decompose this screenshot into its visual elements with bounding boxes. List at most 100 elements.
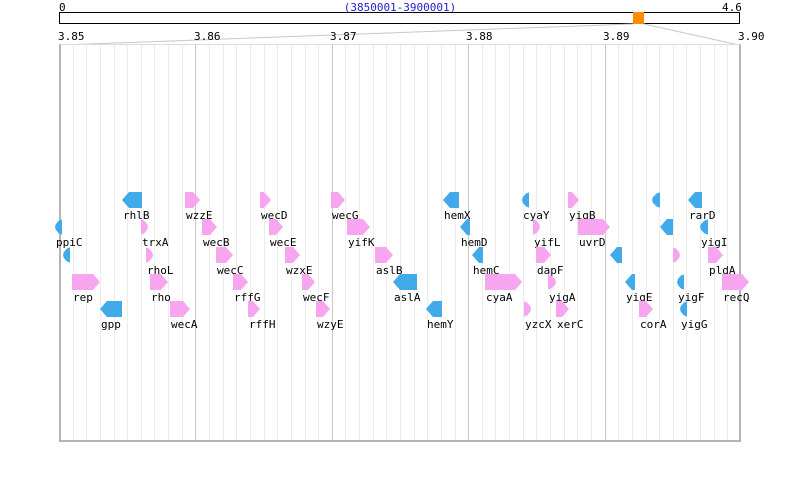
gene-arrow-yigE[interactable]: [625, 274, 635, 290]
gene-arrow-rho[interactable]: [150, 274, 168, 290]
axis-tick-label: 3.86: [194, 30, 221, 43]
gene-arrow-hemY[interactable]: [426, 301, 442, 317]
gene-label: wecD: [261, 209, 288, 222]
gene-label: wzzE: [186, 209, 213, 222]
gene-arrow-ppiC[interactable]: [55, 219, 62, 235]
gridline-major: [605, 45, 606, 440]
gene-label: rffG: [234, 291, 261, 304]
gene-label: wecF: [303, 291, 330, 304]
gene-label: yigA: [549, 291, 576, 304]
gridline-minor: [305, 45, 306, 440]
gene-label: rhlB: [123, 209, 150, 222]
gridline-minor: [673, 45, 674, 440]
gene-arrow-yifK[interactable]: [347, 219, 370, 235]
gene-label: yigB: [569, 209, 596, 222]
gene-arrow-unlabeled[interactable]: [63, 247, 70, 263]
gene-arrow-yigF[interactable]: [677, 274, 684, 290]
gene-arrow-wecD[interactable]: [260, 192, 271, 208]
axis-tick-label: 3.88: [466, 30, 493, 43]
gene-arrow-wecB[interactable]: [202, 219, 217, 235]
genome-overview-bar[interactable]: [59, 12, 740, 24]
gridline-minor: [73, 45, 74, 440]
gridline-minor: [659, 45, 660, 440]
gene-arrow-dapF[interactable]: [536, 247, 551, 263]
gridline-minor: [386, 45, 387, 440]
gene-arrow-yifL[interactable]: [533, 219, 540, 235]
gridline-minor: [373, 45, 374, 440]
gene-arrow-yigG[interactable]: [680, 301, 687, 317]
gene-arrow-rhlB[interactable]: [122, 192, 142, 208]
gene-label: wzyE: [317, 318, 344, 331]
gene-arrow-hemD[interactable]: [460, 219, 470, 235]
gene-arrow-hemC[interactable]: [472, 247, 483, 263]
gene-arrow-trxA[interactable]: [141, 219, 148, 235]
gene-arrow-aslB[interactable]: [375, 247, 393, 263]
gridline-minor: [209, 45, 210, 440]
gene-label: corA: [640, 318, 667, 331]
gridline-minor: [591, 45, 592, 440]
gene-label: hemC: [473, 264, 500, 277]
gridline-minor: [714, 45, 715, 440]
gene-arrow-pldA[interactable]: [708, 247, 723, 263]
gridline-minor: [495, 45, 496, 440]
gene-arrow-wecC[interactable]: [216, 247, 233, 263]
gene-arrow-unlabeled[interactable]: [652, 192, 660, 208]
gene-label: yzcX: [525, 318, 552, 331]
gene-arrow-corA[interactable]: [639, 301, 653, 317]
gene-label: wecC: [217, 264, 244, 277]
scale-end-label: 4.6: [722, 1, 742, 14]
gene-label: yigG: [681, 318, 708, 331]
gridline-minor: [646, 45, 647, 440]
gene-label: rho: [151, 291, 171, 304]
gridline-minor: [359, 45, 360, 440]
gene-arrow-wzxE[interactable]: [285, 247, 300, 263]
gene-label: hemY: [427, 318, 454, 331]
region-title-link[interactable]: (3850001-3900001): [343, 1, 457, 14]
gene-arrow-cyaA[interactable]: [485, 274, 522, 290]
gridline-minor: [564, 45, 565, 440]
gene-arrow-hemX[interactable]: [443, 192, 459, 208]
gene-arrow-aslA[interactable]: [393, 274, 417, 290]
connector-line-right: [643, 23, 740, 46]
gene-label: trxA: [142, 236, 169, 249]
gene-arrow-gpp[interactable]: [100, 301, 122, 317]
gridline-minor: [236, 45, 237, 440]
gene-arrow-yigB[interactable]: [568, 192, 579, 208]
gridline-minor: [345, 45, 346, 440]
gene-label: xerC: [557, 318, 584, 331]
gene-arrow-rffG[interactable]: [233, 274, 248, 290]
gridline-minor: [400, 45, 401, 440]
gene-label: wzxE: [286, 264, 313, 277]
gene-label: pldA: [709, 264, 736, 277]
gridline-minor: [727, 45, 728, 440]
gene-arrow-yigI[interactable]: [700, 219, 708, 235]
gene-label: rhoL: [147, 264, 174, 277]
gene-arrow-wecA[interactable]: [170, 301, 190, 317]
gridline-minor: [536, 45, 537, 440]
gene-label: rep: [73, 291, 93, 304]
gridline-minor: [264, 45, 265, 440]
gene-label: yifL: [534, 236, 561, 249]
gene-label: cyaY: [523, 209, 550, 222]
gene-arrow-wzzE[interactable]: [185, 192, 200, 208]
gene-arrow-unlabeled[interactable]: [673, 247, 680, 263]
gridline-minor: [168, 45, 169, 440]
gridline-minor: [427, 45, 428, 440]
gene-arrow-yzcX[interactable]: [524, 301, 531, 317]
gene-label: wecA: [171, 318, 198, 331]
gene-arrow-yigA[interactable]: [548, 274, 556, 290]
gene-arrow-uvrD[interactable]: [578, 219, 610, 235]
gene-arrow-wzyE[interactable]: [316, 301, 330, 317]
gene-arrow-rhoL[interactable]: [146, 247, 153, 263]
gene-arrow-wecG[interactable]: [331, 192, 345, 208]
gene-label: aslA: [394, 291, 421, 304]
region-marker[interactable]: [633, 12, 644, 24]
gene-arrow-rarD[interactable]: [688, 192, 702, 208]
gene-arrow-recQ[interactable]: [722, 274, 749, 290]
gene-label: dapF: [537, 264, 564, 277]
gene-arrow-rep[interactable]: [72, 274, 100, 290]
gene-arrow-cyaY[interactable]: [522, 192, 529, 208]
gene-arrow-wecE[interactable]: [269, 219, 283, 235]
gridline-minor: [86, 45, 87, 440]
